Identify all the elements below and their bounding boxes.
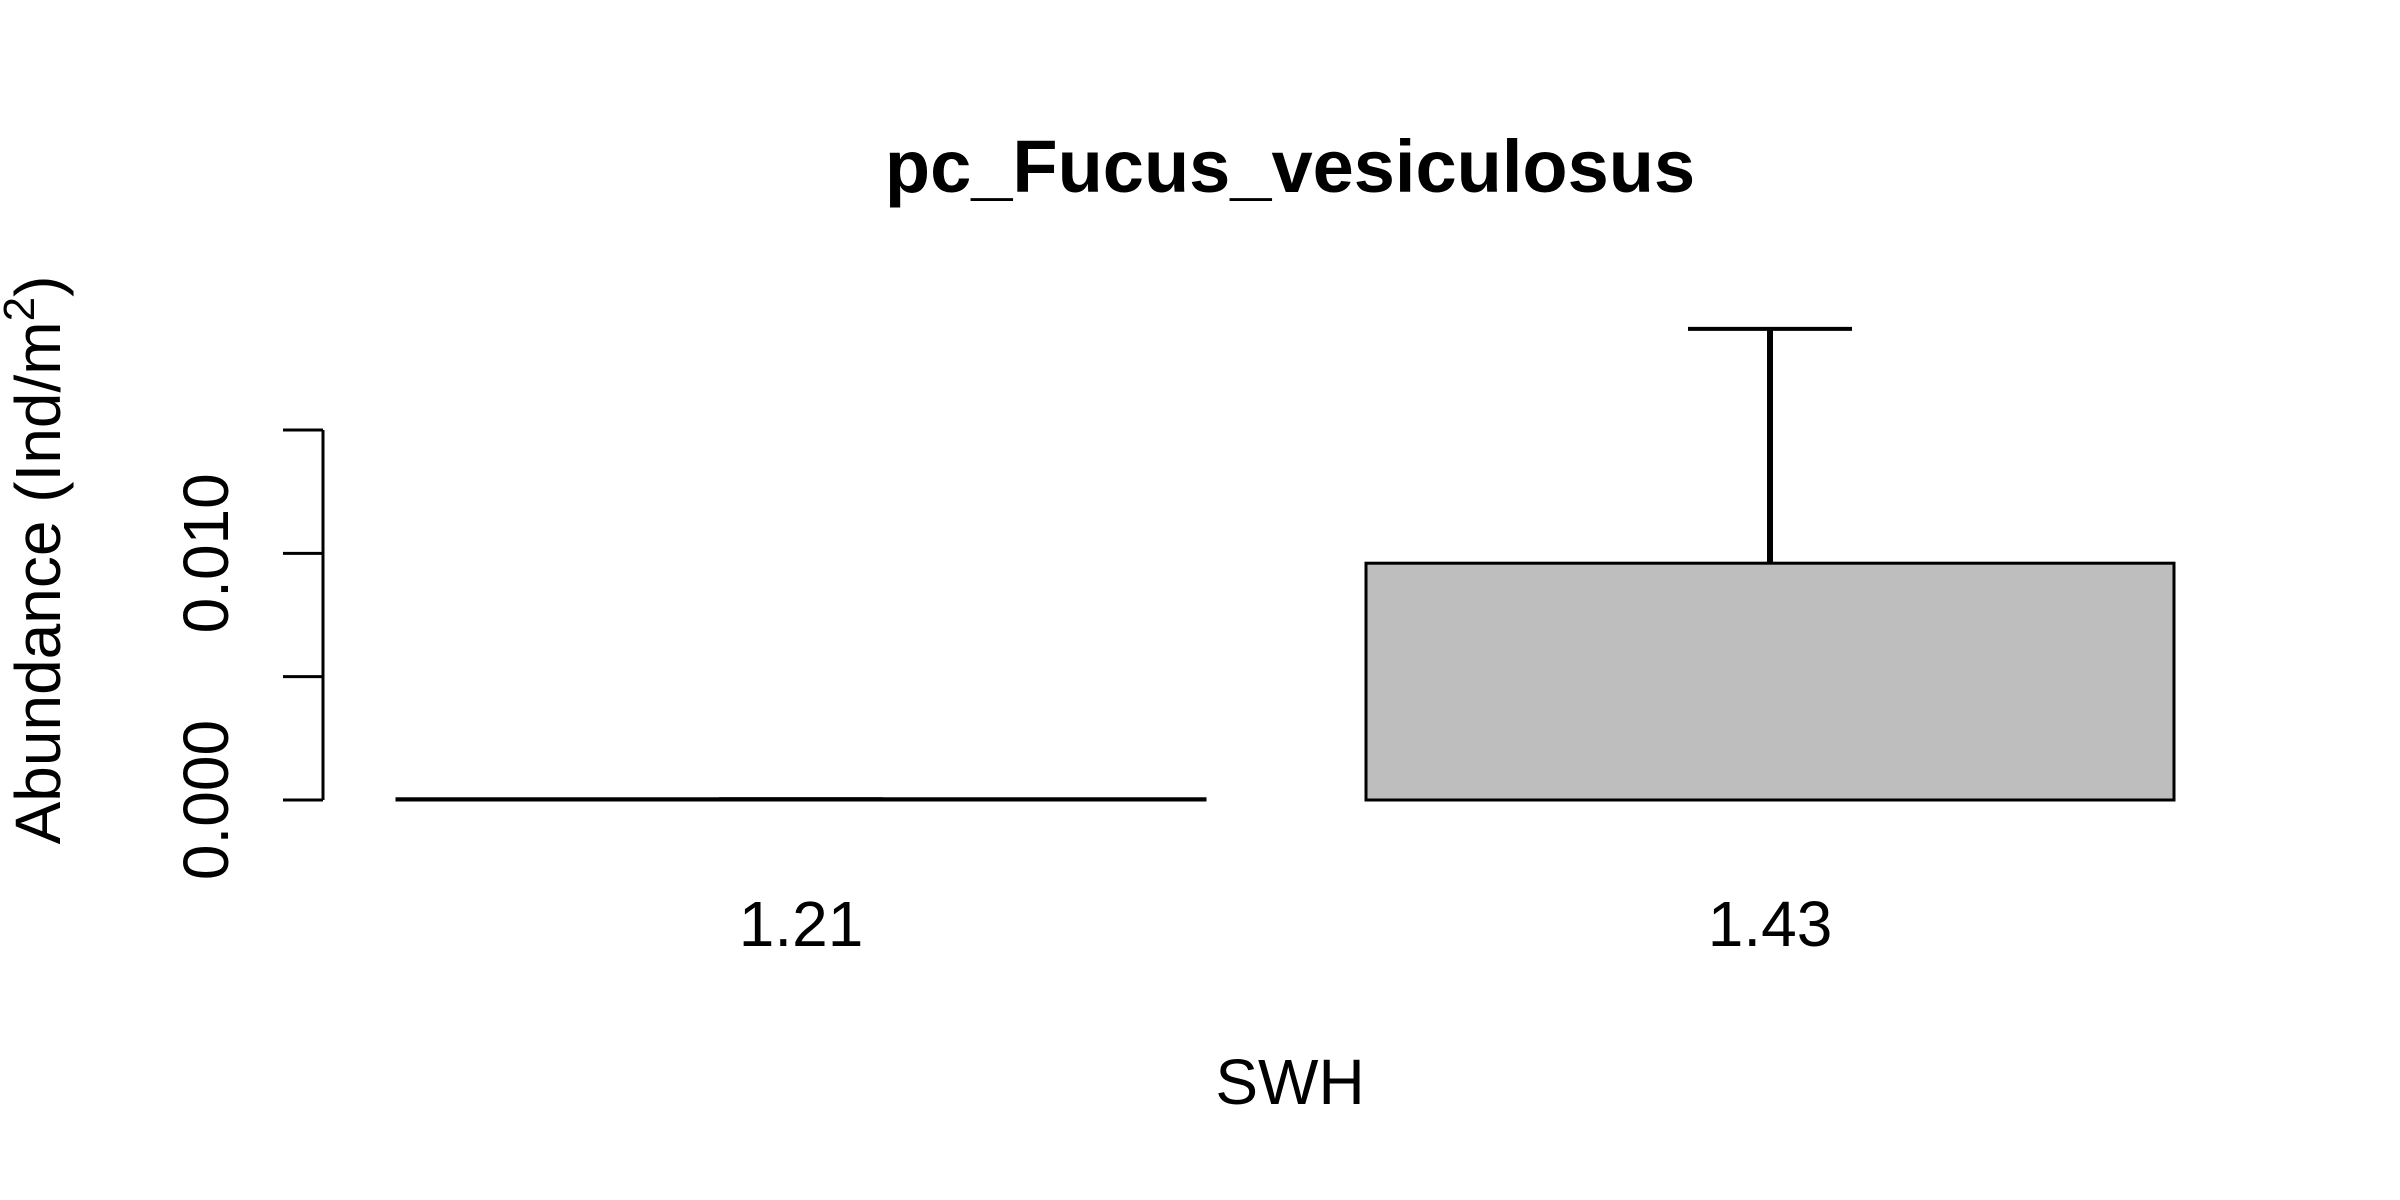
y-tick-label: 0.010 — [170, 473, 242, 633]
category-labels: 1.21 1.43 — [739, 888, 1833, 960]
y-axis-label-main: Abundance (Ind/m — [2, 321, 74, 844]
y-axis: 0.000 0.010 — [170, 428, 325, 880]
error-bars — [719, 326, 1852, 801]
y-axis-label: Abundance (Ind/m2) — [0, 276, 74, 845]
chart-title: pc_Fucus_vesiculosus — [885, 125, 1695, 208]
y-tick-label: 0.000 — [170, 720, 242, 880]
bar-1.43 — [1364, 561, 2176, 802]
x-category-label: 1.21 — [739, 888, 864, 960]
y-axis-label-close: ) — [2, 276, 74, 297]
x-category-label: 1.43 — [1708, 888, 1833, 960]
x-axis-label: SWH — [1215, 1046, 1364, 1118]
y-ticks: 0.000 0.010 — [170, 428, 323, 880]
y-axis-label-superscript: 2 — [0, 297, 44, 321]
bars — [395, 561, 2176, 802]
